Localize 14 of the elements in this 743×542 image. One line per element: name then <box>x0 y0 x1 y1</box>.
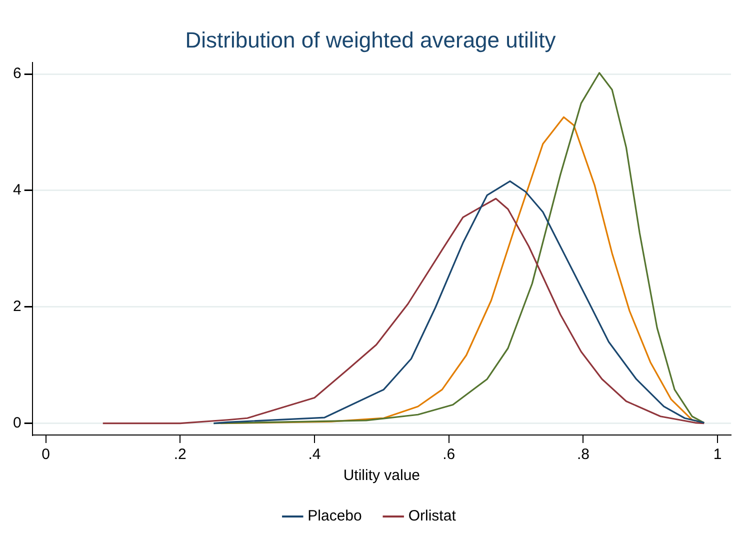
legend-label: Placebo <box>308 508 362 525</box>
x-tick-label: 1 <box>713 446 722 464</box>
y-tick-label: 4 <box>13 182 22 199</box>
y-tick-label: 0 <box>13 414 22 432</box>
x-tick-label: 0 <box>42 446 50 464</box>
chart-title: Distribution of weighted average utility <box>185 27 556 52</box>
x-tick-label: .8 <box>576 446 590 464</box>
legend-label: Orlistat <box>408 508 457 525</box>
x-axis-title: Utility value <box>343 467 420 484</box>
x-tick-label: .6 <box>442 446 456 464</box>
y-tick-label: 2 <box>13 298 22 316</box>
x-tick-label: .4 <box>308 446 321 464</box>
y-tick-label: 6 <box>13 65 22 82</box>
x-tick-label: .2 <box>174 446 186 464</box>
